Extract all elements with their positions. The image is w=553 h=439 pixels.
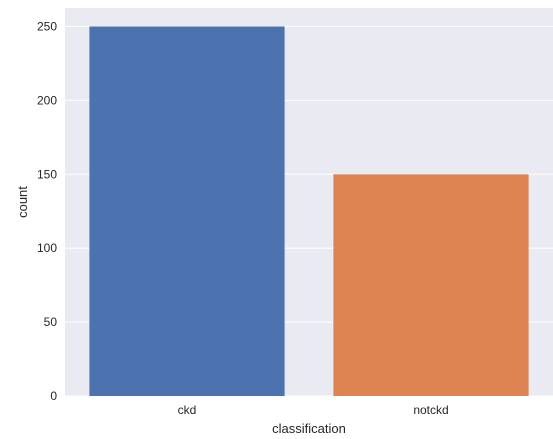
- y-tick-label-150: 150: [37, 167, 57, 181]
- y-tick-label-250: 250: [37, 19, 57, 33]
- x-axis-label: classification: [272, 421, 346, 436]
- bars: [89, 26, 529, 396]
- bar-notckd: [333, 174, 529, 396]
- y-axis-label: count: [15, 186, 30, 218]
- y-tick-label-100: 100: [37, 241, 57, 255]
- y-tick-labels: 0 50 100 150 200 250: [37, 19, 57, 403]
- x-tick-labels: ckd notckd: [178, 403, 449, 417]
- y-tick-label-0: 0: [50, 389, 57, 403]
- bar-ckd: [89, 26, 285, 396]
- x-tick-label-notckd: notckd: [413, 403, 448, 417]
- x-tick-label-ckd: ckd: [178, 403, 197, 417]
- y-tick-label-50: 50: [44, 315, 58, 329]
- y-tick-label-200: 200: [37, 93, 57, 107]
